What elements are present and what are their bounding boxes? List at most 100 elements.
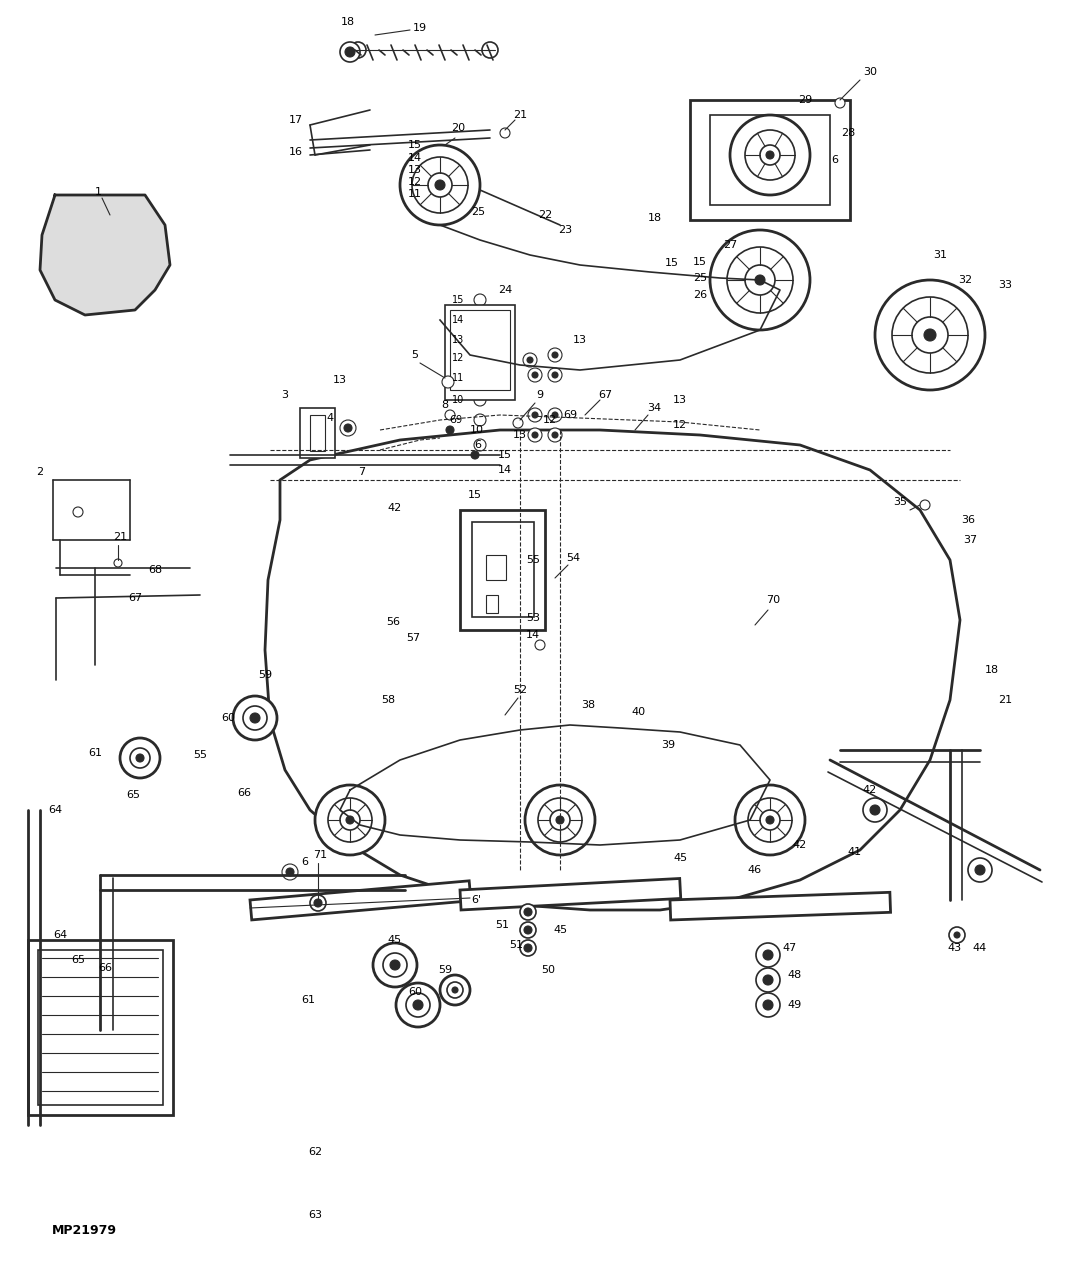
- Text: 12: 12: [542, 416, 557, 424]
- Text: 11: 11: [408, 189, 422, 199]
- Text: 49: 49: [788, 1000, 802, 1010]
- Text: 60: 60: [221, 713, 235, 723]
- Circle shape: [452, 987, 458, 993]
- Text: 34: 34: [646, 403, 661, 413]
- Circle shape: [863, 798, 887, 822]
- Text: 67: 67: [128, 593, 143, 603]
- Text: 14: 14: [452, 315, 464, 326]
- Text: 45: 45: [388, 935, 402, 945]
- Bar: [460, 878, 681, 910]
- Circle shape: [474, 438, 486, 451]
- Text: 14: 14: [408, 153, 422, 163]
- Bar: [450, 310, 510, 390]
- Text: 32: 32: [958, 275, 972, 285]
- Circle shape: [474, 334, 486, 346]
- Text: MP21979: MP21979: [53, 1224, 117, 1237]
- Text: 30: 30: [863, 67, 877, 77]
- Circle shape: [552, 372, 559, 378]
- Text: 54: 54: [566, 552, 580, 563]
- Circle shape: [328, 798, 372, 843]
- Bar: [472, 522, 534, 617]
- Text: 41: 41: [848, 848, 862, 856]
- Circle shape: [474, 294, 486, 307]
- Text: 53: 53: [526, 613, 540, 623]
- Circle shape: [756, 993, 780, 1017]
- Circle shape: [550, 810, 570, 830]
- Circle shape: [435, 180, 445, 190]
- Circle shape: [446, 426, 455, 435]
- Circle shape: [552, 352, 559, 359]
- Circle shape: [412, 157, 468, 213]
- Bar: [486, 555, 506, 580]
- Circle shape: [755, 275, 765, 285]
- Circle shape: [520, 940, 536, 957]
- Circle shape: [474, 352, 486, 364]
- Circle shape: [730, 115, 810, 195]
- Circle shape: [474, 394, 486, 405]
- Circle shape: [340, 42, 360, 62]
- Circle shape: [340, 810, 360, 830]
- Bar: [80, 250, 125, 265]
- Circle shape: [513, 418, 523, 428]
- Circle shape: [440, 976, 470, 1005]
- Circle shape: [954, 933, 961, 938]
- Circle shape: [538, 798, 582, 843]
- Circle shape: [763, 976, 773, 984]
- Text: 13: 13: [574, 334, 587, 345]
- Bar: [300, 408, 334, 457]
- Text: 13: 13: [513, 430, 527, 440]
- Circle shape: [968, 858, 992, 882]
- Text: 5: 5: [412, 350, 418, 360]
- Text: 65: 65: [71, 955, 85, 965]
- Text: 17: 17: [289, 115, 303, 125]
- Circle shape: [735, 786, 805, 855]
- Text: 21: 21: [113, 532, 128, 542]
- Circle shape: [243, 706, 267, 730]
- Text: 51: 51: [495, 920, 509, 930]
- Text: 56: 56: [386, 617, 400, 627]
- Circle shape: [447, 982, 463, 998]
- Text: 22: 22: [538, 210, 552, 220]
- Text: 66: 66: [237, 788, 251, 798]
- Text: 13: 13: [333, 375, 347, 385]
- Text: 16: 16: [289, 147, 303, 157]
- Text: 12: 12: [451, 353, 464, 364]
- Text: 25: 25: [693, 272, 708, 283]
- Circle shape: [835, 98, 845, 108]
- Circle shape: [548, 408, 562, 422]
- Circle shape: [286, 868, 294, 875]
- Text: 13: 13: [452, 334, 464, 345]
- Circle shape: [548, 367, 562, 381]
- Text: 44: 44: [973, 943, 987, 953]
- Circle shape: [442, 376, 455, 388]
- Text: 24: 24: [497, 285, 512, 295]
- Circle shape: [760, 810, 780, 830]
- Text: 61: 61: [88, 748, 102, 758]
- Circle shape: [474, 372, 486, 384]
- Text: 45: 45: [553, 925, 567, 935]
- Text: 15: 15: [665, 258, 679, 269]
- Circle shape: [532, 432, 538, 438]
- Circle shape: [500, 128, 510, 138]
- Circle shape: [520, 903, 536, 920]
- Circle shape: [745, 131, 795, 180]
- Circle shape: [344, 424, 352, 432]
- Circle shape: [763, 950, 773, 960]
- Text: 59: 59: [438, 965, 452, 976]
- Text: 52: 52: [512, 685, 527, 696]
- Circle shape: [73, 507, 83, 517]
- Circle shape: [748, 798, 792, 843]
- Text: 42: 42: [793, 840, 807, 850]
- Circle shape: [282, 864, 298, 881]
- Circle shape: [548, 348, 562, 362]
- Text: 14: 14: [497, 465, 512, 475]
- Circle shape: [552, 412, 559, 418]
- Text: 28: 28: [840, 128, 855, 138]
- Circle shape: [528, 408, 542, 422]
- Text: 6: 6: [449, 416, 457, 424]
- Bar: [460, 511, 545, 630]
- Text: 61: 61: [301, 995, 315, 1005]
- Text: 39: 39: [661, 740, 675, 750]
- Circle shape: [346, 816, 354, 824]
- Text: 10: 10: [470, 424, 483, 435]
